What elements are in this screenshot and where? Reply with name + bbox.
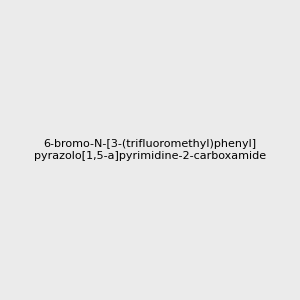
Text: 6-bromo-N-[3-(trifluoromethyl)phenyl]
pyrazolo[1,5-a]pyrimidine-2-carboxamide: 6-bromo-N-[3-(trifluoromethyl)phenyl] py… bbox=[34, 139, 266, 161]
